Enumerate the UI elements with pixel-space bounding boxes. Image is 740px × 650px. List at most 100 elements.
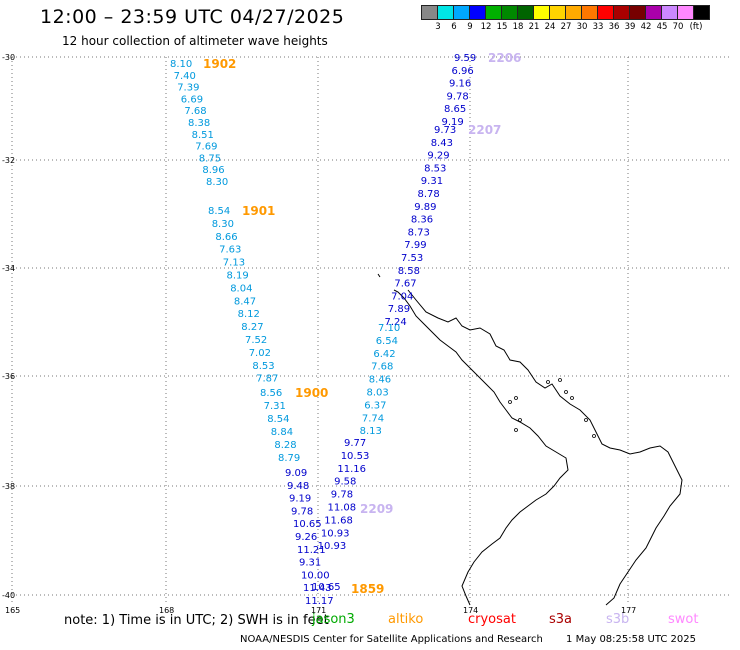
swh-value: 8.75: [199, 153, 221, 164]
satellite-jason3: jason3: [312, 612, 355, 627]
swh-value: 8.79: [278, 453, 300, 464]
legend-swatch: [645, 5, 662, 20]
axis-labels: -30 -32 -34 -36 -38 -40 165 168 171 174 177: [2, 53, 636, 615]
swh-value: 7.13: [223, 258, 245, 269]
swh-value: 9.77: [344, 438, 366, 449]
swh-value: 7.74: [362, 413, 384, 424]
swh-value: 6.42: [373, 349, 395, 360]
track: 9.73 8.43 9.298.53 9.31 8.78 9.89 8.368.73 7.99…: [385, 123, 502, 328]
swh-value: 9.78: [291, 506, 313, 517]
legend-swatch: [581, 5, 598, 20]
legend-unit: (ft): [689, 22, 703, 32]
swh-value: 8.56: [260, 388, 282, 399]
swh-value: 8.46: [369, 375, 391, 386]
legend-swatch: [677, 5, 694, 20]
swh-value: 10.53: [341, 451, 370, 462]
swh-value: 7.67: [394, 279, 416, 290]
swh-value: 8.65: [444, 104, 466, 115]
legend-swatch: [469, 5, 486, 20]
swh-value: 8.47: [234, 296, 256, 307]
footer-org: NOAA/NESDIS Center for Satellite Applica…: [240, 634, 543, 645]
footer-timestamp: 1 May 08:25:58 UTC 2025: [566, 634, 696, 645]
swh-value: 8.19: [227, 271, 249, 282]
swh-value: 11.21: [297, 545, 326, 556]
legend-swatch: [693, 5, 710, 20]
color-scale-legend: 3 6 9 12 15 18 21 24 27 30 33 36 39 42 45 70 (ft): [421, 5, 710, 32]
swh-value: 9.78: [447, 91, 469, 102]
swh-value: 8.58: [398, 266, 420, 277]
swh-value: 7.02: [249, 348, 271, 359]
swh-value: 8.66: [215, 232, 237, 243]
swh-value: 8.04: [230, 283, 252, 294]
swh-value: 9.19: [289, 494, 311, 505]
lon-label: 177: [621, 606, 636, 615]
swh-value: 8.84: [271, 427, 293, 438]
legend-tick: 33: [592, 22, 604, 32]
pass-time-label: 1902: [203, 57, 236, 71]
legend-swatch: [565, 5, 582, 20]
swh-value: 7.24: [385, 317, 407, 328]
swh-value: 9.78: [331, 490, 353, 501]
pass-time-label: 2207: [468, 123, 501, 137]
legend-tick: 70: [672, 22, 684, 32]
lon-label: 174: [463, 606, 478, 615]
swh-value: 7.68: [371, 362, 393, 373]
swh-value: 8.96: [202, 165, 224, 176]
swh-value: 10.65: [312, 582, 341, 593]
swh-value: 8.30: [206, 177, 228, 188]
swh-value: 9.31: [421, 176, 443, 187]
track: 7.10 6.54 6.42 7.68 8.46 8.036.37 7.74 8.13: [360, 323, 401, 437]
swh-value: 7.99: [404, 240, 426, 251]
legend-tick: 36: [608, 22, 620, 32]
lon-label: 168: [159, 606, 174, 615]
swh-value: 11.17: [305, 596, 334, 607]
track: 8.54 8.30 8.66 7.63 7.13 8.198.04 8.47 8.12 8.27…: [208, 204, 278, 385]
legend-swatch: [501, 5, 518, 20]
legend-swatch: [629, 5, 646, 20]
swh-value: 8.53: [252, 361, 274, 372]
swh-value: 8.54: [208, 206, 230, 217]
legend-swatch: [613, 5, 630, 20]
note-text: note: 1) Time is in UTC; 2) SWH is in fe…: [64, 613, 329, 628]
swh-value: 10.93: [321, 528, 350, 539]
swh-value: 8.36: [411, 215, 433, 226]
legend-swatch: [549, 5, 566, 20]
lat-label: -36: [2, 372, 15, 381]
satellite-altiko: altiko: [388, 612, 424, 627]
legend-tick: 39: [624, 22, 636, 32]
swh-value: 6.69: [181, 94, 203, 105]
swh-value: 8.27: [241, 322, 263, 333]
swh-value: 9.16: [449, 79, 471, 90]
legend-tick: 30: [576, 22, 588, 32]
swh-value: 7.53: [401, 253, 423, 264]
swh-value: 6.96: [452, 66, 474, 77]
lat-label: -40: [2, 591, 15, 600]
swh-value: 9.89: [414, 202, 436, 213]
legend-swatch: [485, 5, 502, 20]
swh-value: 6.54: [376, 336, 398, 347]
satellite-s3a: s3a: [549, 612, 573, 627]
pass-time-label: 1901: [242, 204, 275, 218]
track: 10.65 1859: [312, 582, 384, 596]
legend-swatches: [421, 5, 710, 20]
swh-value: 8.38: [188, 118, 210, 129]
swh-value: 9.19: [442, 117, 464, 128]
track: 9.59 6.96 9.169.78 8.65 9.19 2206: [442, 51, 522, 128]
swh-value: 9.48: [287, 481, 309, 492]
legend-tick: 27: [560, 22, 572, 32]
pass-time-label: 1859: [351, 582, 384, 596]
lat-label: -30: [2, 53, 15, 62]
swh-value: 9.31: [299, 558, 321, 569]
legend-tick: 21: [528, 22, 540, 32]
swh-value: 7.89: [388, 304, 410, 315]
swh-value: 8.30: [212, 219, 234, 230]
track: 8.107.407.396.697.688.388.517.698.758.96…: [170, 57, 236, 188]
legend-tick: 6: [451, 22, 457, 32]
lat-label: -38: [2, 482, 15, 491]
legend-tick: 3: [435, 22, 441, 32]
legend-swatch: [533, 5, 550, 20]
lat-lon-grid: [11, 56, 730, 605]
swh-value: 6.37: [364, 400, 386, 411]
swh-value: 8.53: [424, 163, 446, 174]
